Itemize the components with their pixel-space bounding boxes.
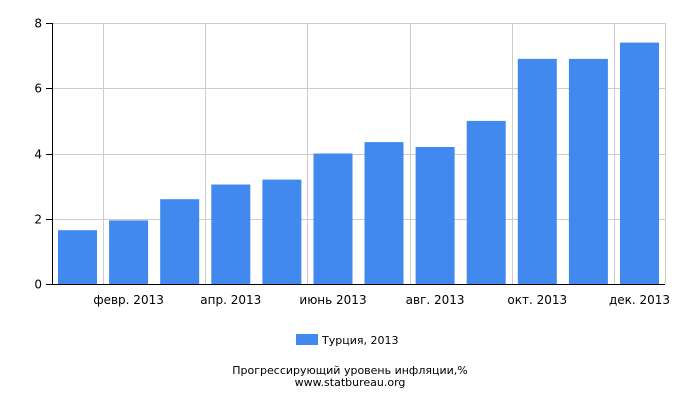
- source-credit: www.statbureau.org: [294, 376, 406, 389]
- legend-swatch: [296, 334, 318, 345]
- y-tick-label: 4: [34, 148, 42, 162]
- x-tick-label: окт. 2013: [507, 293, 567, 307]
- x-tick-label: апр. 2013: [200, 293, 261, 307]
- bar: [568, 58, 608, 285]
- bar: [160, 199, 200, 284]
- x-tick-label: авг. 2013: [406, 293, 465, 307]
- bar: [262, 179, 302, 284]
- legend-label: Турция, 2013: [321, 334, 398, 347]
- chart-title: Прогрессирующий уровень инфляции,%: [232, 364, 468, 377]
- grid: [52, 23, 666, 285]
- bar: [211, 184, 251, 284]
- bar: [58, 230, 97, 284]
- bar: [415, 147, 455, 284]
- bar: [109, 220, 149, 284]
- bar: [364, 142, 404, 284]
- x-tick-label: февр. 2013: [93, 293, 164, 307]
- axes: 0 2 4 6 8 февр. 2013 апр. 2013 июнь 2013 авг. 20…: [34, 17, 670, 308]
- y-tick-label: 8: [34, 17, 42, 31]
- y-tick-label: 0: [34, 278, 42, 292]
- bar: [313, 153, 353, 284]
- x-tick-label: дек. 2013: [609, 293, 670, 307]
- legend: Турция, 2013: [296, 334, 398, 347]
- bar: [466, 120, 506, 285]
- bars: [58, 42, 659, 285]
- x-tick-label: июнь 2013: [299, 293, 366, 307]
- y-tick-label: 6: [34, 82, 42, 96]
- bar: [620, 42, 659, 284]
- y-tick-label: 2: [34, 213, 42, 227]
- bar: [517, 58, 557, 285]
